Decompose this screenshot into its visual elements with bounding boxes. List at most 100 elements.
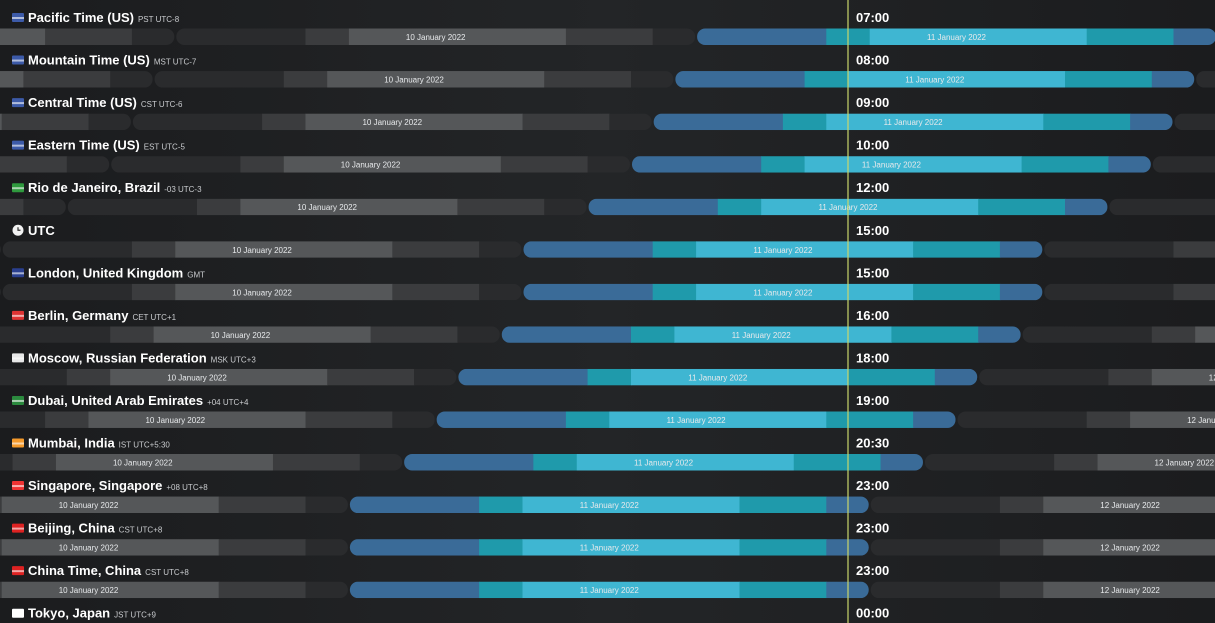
day-segment xyxy=(934,368,978,386)
day-segment xyxy=(848,368,936,386)
day-segment xyxy=(175,283,393,301)
current-day-bar xyxy=(349,496,869,514)
day-bar xyxy=(132,113,652,131)
day-label: 11 January 2022 xyxy=(753,246,813,255)
local-time: 18:00 xyxy=(856,350,889,365)
current-day-bar xyxy=(349,539,869,556)
timezone-row: Mumbai, India IST UTC+5:30 20:30 10 January… xyxy=(0,436,1215,471)
day-bar xyxy=(0,28,175,45)
day-segment xyxy=(544,198,587,216)
timezone-row: Rio de Janeiro, Brazil -03 UTC-3 12:00 10 J… xyxy=(0,180,1215,216)
day-segment xyxy=(404,454,534,471)
day-segment xyxy=(848,71,1066,88)
day-segment xyxy=(1086,411,1131,428)
timezone-name: Singapore, Singapore xyxy=(28,478,162,493)
day-segment xyxy=(348,28,567,45)
timezone-row: China Time, China CST UTC+8 23:00 10 Januar… xyxy=(0,563,1215,599)
day-segment xyxy=(392,411,435,428)
day-segment xyxy=(392,283,480,301)
clock-hands xyxy=(17,227,21,231)
local-time: 15:00 xyxy=(856,265,889,280)
timezone-row: Eastern Time (US) EST UTC-5 10:00 10 Januar… xyxy=(0,138,1215,173)
day-segment xyxy=(804,156,1023,173)
day-segment xyxy=(522,539,740,556)
day-segment xyxy=(913,411,956,428)
day-bar xyxy=(2,241,522,258)
day-segment xyxy=(262,113,306,131)
day-label: 10 January 2022 xyxy=(362,118,422,127)
local-time: 23:00 xyxy=(856,563,889,578)
day-bar xyxy=(0,156,110,173)
day-bar xyxy=(1022,326,1215,343)
day-label: 11 January 2022 xyxy=(862,161,922,170)
timezone-abbr: +04 UTC+4 xyxy=(207,398,249,407)
day-label: 12 January 2022 xyxy=(1100,544,1160,553)
timezone-name: Mumbai, India xyxy=(28,436,115,451)
day-segment xyxy=(55,454,274,471)
day-bar xyxy=(979,368,1215,386)
day-segment xyxy=(1022,326,1153,343)
day-segment xyxy=(305,539,348,556)
day-segment xyxy=(522,581,740,599)
day-segment xyxy=(359,454,403,471)
day-segment xyxy=(327,71,545,88)
day-segment xyxy=(457,198,545,216)
day-segment xyxy=(2,283,133,301)
day-segment xyxy=(522,496,740,514)
day-segment xyxy=(111,156,241,173)
day-bar xyxy=(1196,71,1215,88)
timezone-name: Eastern Time (US) xyxy=(28,138,140,153)
local-time: 16:00 xyxy=(856,308,889,323)
day-label: 10 January 2022 xyxy=(232,246,292,255)
flag-stripe xyxy=(12,17,24,19)
day-segment xyxy=(0,198,24,216)
local-time: 19:00 xyxy=(856,393,889,408)
day-segment xyxy=(870,496,1001,514)
day-segment xyxy=(23,71,111,88)
timezone-abbr: CST UTC+8 xyxy=(119,526,163,535)
day-segment xyxy=(0,283,1,301)
day-segment xyxy=(0,156,68,173)
day-segment xyxy=(1151,326,1196,343)
local-time: 12:00 xyxy=(856,180,889,195)
day-segment xyxy=(131,241,176,258)
day-segment xyxy=(1130,113,1173,131)
day-bar xyxy=(870,581,1215,599)
current-day-bar xyxy=(349,581,869,599)
current-day-bar xyxy=(501,326,1021,343)
day-segment xyxy=(870,581,1001,599)
local-time: 23:00 xyxy=(856,478,889,493)
timezone-abbr: IST UTC+5:30 xyxy=(119,441,171,450)
day-segment xyxy=(533,454,578,471)
timezone-abbr: CET UTC+1 xyxy=(132,313,176,322)
day-segment xyxy=(999,581,1044,599)
day-segment xyxy=(587,368,632,386)
day-label: 10 January 2022 xyxy=(113,459,173,468)
timezone-name: Central Time (US) xyxy=(28,95,137,110)
day-bar xyxy=(2,283,522,301)
day-label: 11 January 2022 xyxy=(667,416,727,425)
day-segment xyxy=(0,326,111,343)
day-segment xyxy=(565,411,610,428)
local-time: 08:00 xyxy=(856,53,889,68)
day-segment xyxy=(957,411,1088,428)
local-time: 20:30 xyxy=(856,436,889,451)
day-segment xyxy=(544,71,632,88)
day-bar xyxy=(1174,113,1215,131)
day-segment xyxy=(869,28,1088,45)
timezone-row: Mountain Time (US) MST UTC-7 08:00 10 Janua… xyxy=(0,53,1215,88)
timezone-name: China Time, China xyxy=(28,563,142,578)
day-segment xyxy=(370,326,458,343)
day-segment xyxy=(305,581,348,599)
day-label: 10 January 2022 xyxy=(59,501,119,510)
day-segment xyxy=(175,241,393,258)
day-segment xyxy=(761,156,806,173)
day-segment xyxy=(1044,241,1174,258)
local-time: 07:00 xyxy=(856,10,889,25)
day-segment xyxy=(1173,283,1215,301)
day-label: 12 January 2022 xyxy=(1100,586,1160,595)
day-label: 10 January 2022 xyxy=(211,331,271,340)
day-label: 11 January 2022 xyxy=(634,459,694,468)
day-segment xyxy=(349,496,480,514)
day-segment xyxy=(110,368,328,386)
